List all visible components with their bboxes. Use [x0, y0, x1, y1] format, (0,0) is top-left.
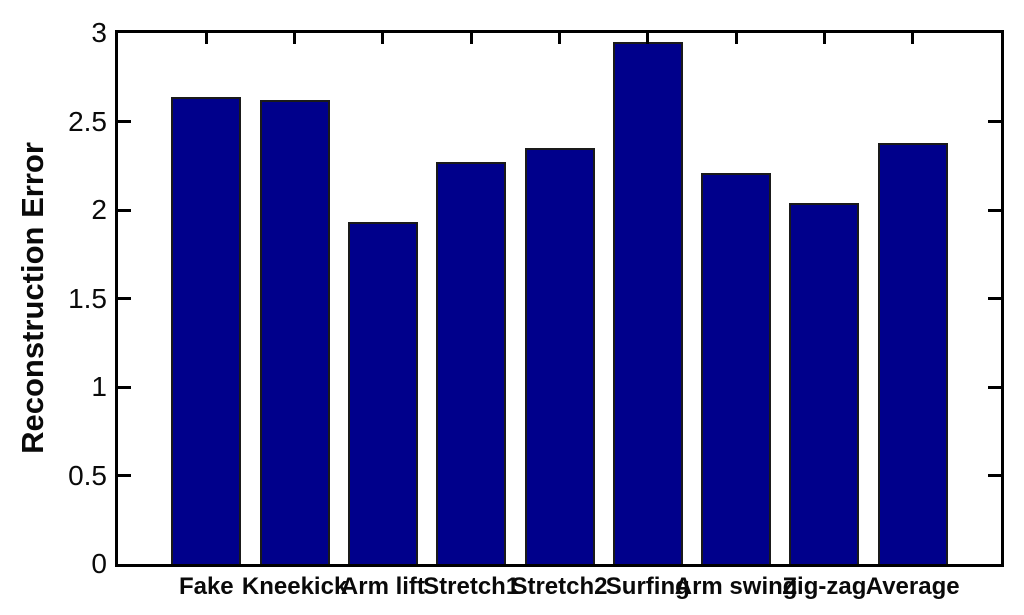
x-tick-label-arm-lift: Arm lift	[340, 573, 425, 600]
bar-average	[877, 142, 948, 564]
y-tick-mark-left	[118, 297, 131, 300]
y-tick-mark-right	[988, 385, 1001, 389]
x-tick-mark-top	[646, 33, 650, 44]
x-tick-mark-top	[381, 33, 385, 44]
x-tick-label-average: Average	[865, 573, 960, 600]
bar-stretch2	[524, 148, 595, 564]
y-tick-mark-left	[118, 120, 131, 123]
x-tick-mark-top	[558, 33, 561, 44]
x-tick-mark-top	[293, 33, 297, 44]
plot-area	[115, 30, 1004, 567]
x-tick-label-kneekick: Kneekick	[241, 573, 348, 600]
x-tick-mark-top	[734, 33, 738, 44]
y-tick-mark-right	[988, 474, 1001, 477]
y-tick-mark-left	[118, 385, 131, 389]
x-tick-mark-top	[911, 33, 915, 44]
x-tick-label-arm-swing: Arm swing	[674, 573, 798, 600]
y-tick-mark-right	[988, 208, 1001, 212]
y-tick-label-2-5: 2.5	[68, 105, 107, 137]
x-tick-mark-top	[469, 33, 473, 44]
x-tick-label-zig-zag: Zig-zag	[782, 573, 867, 600]
y-tick-label-1-5: 1.5	[68, 282, 107, 314]
x-tick-label-surfing: Surfing	[605, 573, 690, 600]
bar-kneekick	[259, 100, 330, 564]
bar-arm-swing	[701, 172, 772, 564]
bar-arm-lift	[347, 222, 418, 564]
x-tick-label-stretch2: Stretch2	[511, 573, 608, 600]
y-tick-mark-left	[118, 474, 131, 477]
y-tick-label-3: 3	[91, 17, 107, 48]
y-tick-label-2: 2	[91, 194, 107, 225]
x-tick-mark-top	[822, 33, 826, 44]
y-tick-label-0: 0	[91, 548, 107, 579]
x-tick-mark-top	[204, 33, 208, 44]
y-tick-mark-right	[988, 120, 1001, 123]
y-tick-label-1: 1	[91, 371, 107, 402]
x-tick-label-fake: Fake	[178, 573, 234, 600]
x-tick-label-stretch1: Stretch1	[423, 573, 520, 600]
bar-surfing	[612, 41, 683, 564]
y-tick-mark-left	[118, 208, 131, 212]
y-tick-mark-right	[988, 297, 1001, 300]
bar-zig-zag	[789, 202, 860, 564]
y-tick-label-0-5: 0.5	[68, 459, 107, 491]
bar-fake	[171, 96, 242, 564]
bar-stretch1	[436, 162, 507, 564]
